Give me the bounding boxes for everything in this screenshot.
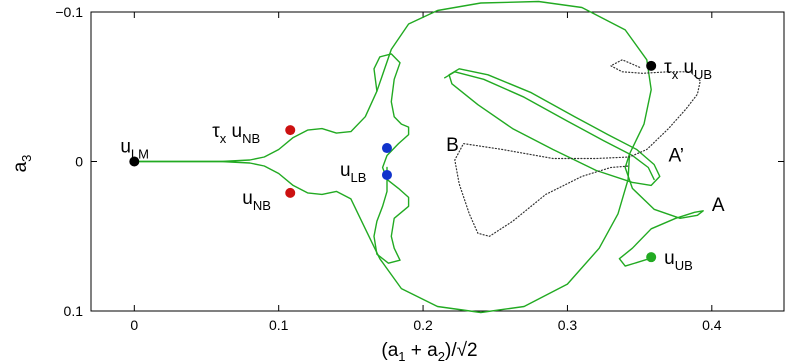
u-ub-upper-label: τx uUB	[664, 57, 712, 82]
x-tick-label: 0.2	[413, 317, 433, 333]
heteroclinic-green-segment-0	[133, 0, 704, 267]
u-ub-lower-label: uUB	[664, 248, 693, 273]
points	[129, 60, 657, 263]
x-tick-label: 0	[130, 317, 138, 333]
u-lm-point	[129, 156, 140, 167]
curves	[133, 0, 704, 314]
u-nb-lower-point	[285, 187, 296, 198]
u-nb-upper-point	[285, 125, 296, 136]
u-ub-upper-point	[646, 60, 657, 71]
label-a: A	[712, 195, 725, 216]
heteroclinic-green-segment-1	[133, 153, 631, 314]
u-lb-lower-point	[381, 169, 392, 180]
u-lb-lower-label: uLB	[340, 160, 366, 185]
heteroclinic-green-segment-4	[444, 71, 655, 181]
y-axis-label: a3	[10, 155, 34, 173]
dotted-orbit-segment-0	[454, 59, 701, 237]
y-tick-label: 0.1	[64, 303, 84, 319]
axes: 0 0.1 0.2 0.3 0.4 −0.1 0 0.1 (a1 + a2)/√2 a3	[10, 4, 785, 363]
x-tick-label: 0.1	[269, 317, 289, 333]
label-a-prime: A’	[669, 146, 684, 167]
u-nb-upper-label: τx uNB	[212, 121, 260, 146]
x-axis-label: (a1 + a2)/√2	[381, 340, 477, 363]
u-ub-lower-point	[646, 252, 657, 263]
x-tick-label: 0.3	[558, 317, 578, 333]
label-b: B	[446, 135, 459, 156]
y-tick-label: −0.1	[55, 4, 83, 20]
annotations: uLM τx uNB uNB uLB τx uUB uUB B A’ A	[120, 57, 725, 273]
u-lb-upper-point	[381, 143, 392, 154]
u-lm-label: uLM	[120, 137, 149, 162]
heteroclinic-green-segment-3	[448, 68, 661, 187]
x-tick-label: 0.4	[702, 317, 722, 333]
u-nb-lower-label: uNB	[242, 188, 271, 213]
y-tick-label: 0	[75, 154, 83, 170]
